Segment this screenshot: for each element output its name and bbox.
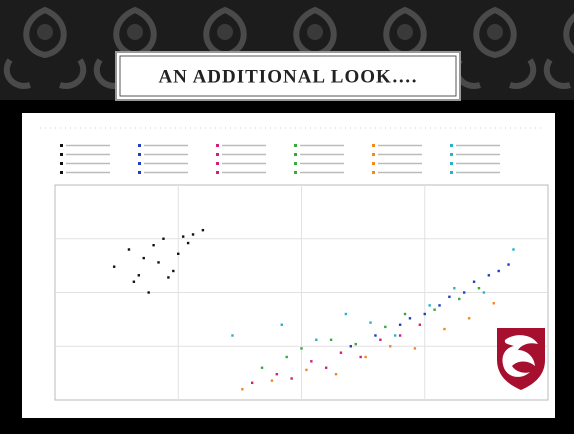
point — [325, 367, 327, 369]
point — [374, 334, 376, 336]
legend-swatch — [60, 153, 63, 156]
point — [359, 356, 361, 358]
point — [424, 313, 426, 315]
point — [404, 313, 406, 315]
point — [202, 229, 204, 231]
slide: AN ADDITIONAL LOOK…. — [0, 0, 574, 434]
point — [162, 238, 164, 240]
point — [448, 296, 450, 298]
legend-swatch — [138, 171, 141, 174]
point — [384, 326, 386, 328]
point — [345, 313, 347, 315]
legend-swatch — [216, 162, 219, 165]
point — [493, 302, 495, 304]
point — [261, 367, 263, 369]
point — [231, 334, 233, 336]
point — [428, 304, 430, 306]
legend-swatch — [60, 162, 63, 165]
point — [172, 270, 174, 272]
point — [305, 369, 307, 371]
point — [147, 291, 149, 293]
point — [364, 356, 366, 358]
point — [128, 248, 130, 250]
legend-swatch — [216, 171, 219, 174]
point — [281, 324, 283, 326]
point — [379, 339, 381, 341]
point — [512, 248, 514, 250]
point — [251, 382, 253, 384]
point — [290, 377, 292, 379]
point — [340, 352, 342, 354]
legend-swatch — [450, 153, 453, 156]
point — [355, 343, 357, 345]
point — [438, 304, 440, 306]
point — [133, 281, 135, 283]
legend-swatch — [138, 144, 141, 147]
legend-swatch — [294, 153, 297, 156]
screenshot — [22, 113, 555, 418]
legend-swatch — [216, 153, 219, 156]
slide-canvas: AN ADDITIONAL LOOK…. — [0, 0, 574, 434]
point — [394, 334, 396, 336]
point — [458, 298, 460, 300]
legend-swatch — [450, 144, 453, 147]
point — [157, 261, 159, 263]
point — [113, 266, 115, 268]
point — [399, 324, 401, 326]
legend-swatch — [294, 171, 297, 174]
point — [463, 291, 465, 293]
point — [330, 339, 332, 341]
legend-swatch — [60, 171, 63, 174]
point — [433, 309, 435, 311]
point — [507, 263, 509, 265]
legend-swatch — [294, 144, 297, 147]
point — [286, 356, 288, 358]
point — [443, 328, 445, 330]
point — [473, 281, 475, 283]
point — [369, 321, 371, 323]
point — [300, 347, 302, 349]
point — [152, 244, 154, 246]
point — [138, 274, 140, 276]
point — [241, 388, 243, 390]
legend-swatch — [450, 171, 453, 174]
legend-swatch — [372, 144, 375, 147]
point — [177, 253, 179, 255]
point — [453, 287, 455, 289]
point — [310, 360, 312, 362]
point — [167, 276, 169, 278]
legend-swatch — [450, 162, 453, 165]
point — [468, 317, 470, 319]
point — [315, 339, 317, 341]
legend-swatch — [216, 144, 219, 147]
point — [399, 334, 401, 336]
legend-swatch — [138, 162, 141, 165]
point — [478, 287, 480, 289]
point — [414, 347, 416, 349]
point — [143, 257, 145, 259]
legend-swatch — [372, 171, 375, 174]
point — [389, 345, 391, 347]
point — [488, 274, 490, 276]
point — [419, 324, 421, 326]
point — [271, 379, 273, 381]
legend-swatch — [372, 162, 375, 165]
point — [335, 373, 337, 375]
point — [498, 270, 500, 272]
slide-title: AN ADDITIONAL LOOK…. — [158, 66, 417, 87]
point — [187, 242, 189, 244]
legend-swatch — [60, 144, 63, 147]
legend-swatch — [138, 153, 141, 156]
legend-swatch — [294, 162, 297, 165]
point — [192, 233, 194, 235]
legend-swatch — [372, 153, 375, 156]
point — [350, 345, 352, 347]
point — [483, 291, 485, 293]
point — [276, 373, 278, 375]
point — [409, 317, 411, 319]
point — [182, 235, 184, 237]
